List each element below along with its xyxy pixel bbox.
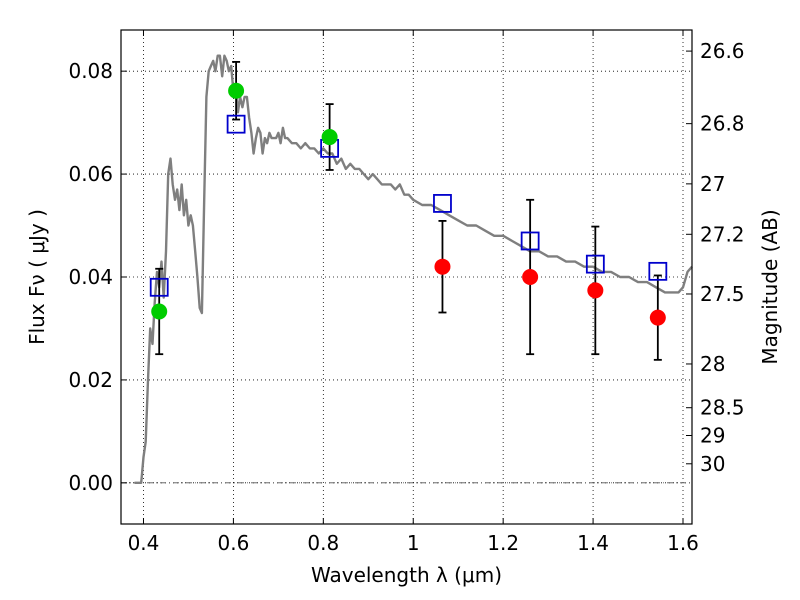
- model-band-square: [520, 231, 540, 251]
- model-band-squares-layer: [149, 114, 668, 297]
- magnitude-tick-label: 27.2: [700, 222, 745, 246]
- magnitude-tick-label: 29: [700, 423, 725, 447]
- y-tick-label: 0.06: [68, 162, 113, 186]
- magnitude-tick-label: 28: [700, 352, 725, 376]
- observed-point: [522, 269, 539, 285]
- observed-point: [151, 303, 168, 320]
- magnitude-tick-label: 26.8: [700, 112, 745, 136]
- x-tick-label: 0.6: [217, 531, 249, 555]
- magnitude-tick-label: 27: [700, 172, 725, 196]
- model-band-square: [585, 254, 605, 274]
- x-tick-label: 1.2: [487, 531, 519, 555]
- y-tick-label: 0.04: [68, 265, 113, 289]
- tick-labels: 0.4 0.6 0.8 1 1.2 1.4 1.6 0.00 0.02 0.04 0.06 0.08 2…: [68, 39, 744, 555]
- model-sed-line: [134, 54, 693, 484]
- observed-point: [649, 309, 666, 326]
- grid-lines: [121, 30, 692, 524]
- y-tick-label: 0.00: [68, 471, 113, 495]
- model-sed-layer: [134, 54, 693, 484]
- model-band-square: [226, 114, 246, 134]
- x-tick-label: 1.6: [667, 531, 699, 555]
- y-axis-label: Flux Fν ( μJy ): [25, 209, 49, 345]
- model-band-square: [648, 261, 668, 281]
- observed-point: [228, 82, 245, 99]
- right-axis-label: Magnitude (AB): [758, 209, 782, 364]
- axis-ticks: [121, 30, 692, 524]
- model-band-square: [149, 277, 169, 297]
- magnitude-tick-label: 28.5: [700, 396, 745, 420]
- magnitude-tick-label: 26.6: [700, 39, 745, 63]
- x-tick-label: 0.4: [128, 531, 160, 555]
- observed-points-layer: [151, 82, 666, 326]
- x-axis-label: Wavelength λ (μm): [311, 563, 502, 587]
- x-tick-label: 1.4: [577, 531, 609, 555]
- x-tick-label: 1: [407, 531, 420, 555]
- y-tick-label: 0.08: [68, 59, 113, 83]
- observed-point: [321, 129, 338, 146]
- y-tick-label: 0.02: [68, 368, 113, 392]
- x-tick-label: 0.8: [307, 531, 339, 555]
- magnitude-tick-label: 27.5: [700, 282, 745, 306]
- error-bars-layer: [155, 61, 662, 361]
- observed-point: [587, 282, 604, 299]
- model-band-square: [433, 194, 452, 213]
- observed-point: [434, 258, 451, 275]
- magnitude-tick-label: 30: [700, 452, 725, 476]
